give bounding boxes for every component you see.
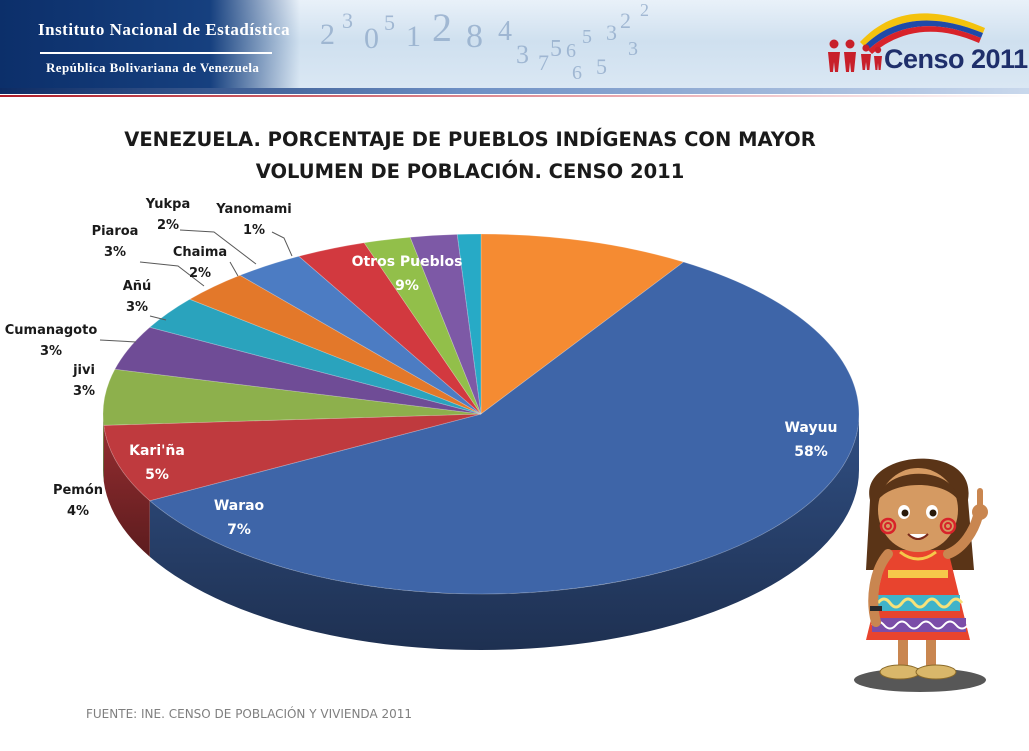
slice-value-kari-na: 5% xyxy=(145,467,169,483)
institute-name: Instituto Nacional de Estadística xyxy=(38,20,291,39)
pie-side-kari-na xyxy=(103,414,104,482)
pie-slice-yukpa xyxy=(409,233,482,415)
decorative-digit: 3 xyxy=(342,8,353,33)
leader-line-anu xyxy=(149,315,167,321)
decorative-digit: 7 xyxy=(538,50,549,75)
pie-slice-pemon xyxy=(114,326,482,415)
slice-label-jivi: jivi xyxy=(72,363,95,378)
slice-label-yukpa: Yukpa xyxy=(145,197,190,212)
pie-slice-yanomami xyxy=(456,233,482,415)
pie-slice-cumanagoto xyxy=(188,274,482,415)
decorative-digit: 5 xyxy=(582,26,592,48)
pie-slice-jivi xyxy=(148,298,482,415)
decorative-digit: 2 xyxy=(640,0,649,20)
pie-slice-wayuu xyxy=(148,261,860,595)
pie-slice-warao xyxy=(103,413,482,502)
slice-value-piaroa: 3% xyxy=(104,245,126,260)
mascot-illustration xyxy=(854,458,988,692)
slice-value-yanomami: 1% xyxy=(243,223,265,238)
leader-line-yanomami xyxy=(271,231,293,257)
pie-sides xyxy=(103,414,859,650)
slice-value-wayuu: 58% xyxy=(794,444,828,460)
slice-label-wayuu: Wayuu xyxy=(784,420,837,436)
slice-label-otros-pueblos: Otros Pueblos xyxy=(352,254,463,270)
institute-divider xyxy=(40,52,272,54)
slice-label-yanomami: Yanomami xyxy=(215,202,292,217)
pie-labels: Otros Pueblos 9% Wayuu 58% Warao 7% Kari'ña 5% P… xyxy=(5,197,838,538)
decorative-digit: 3 xyxy=(606,20,617,45)
leader-line-chaima xyxy=(229,261,239,277)
decorative-digit: 5 xyxy=(384,10,395,35)
decorative-digit: 6 xyxy=(566,40,576,62)
census-logo-text: Censo 2011 xyxy=(884,44,1028,74)
decorative-digit: 0 xyxy=(364,22,379,55)
slice-label-anu: Añú xyxy=(123,279,152,294)
slice-value-anu: 3% xyxy=(126,300,148,315)
institute-country: República Bolivariana de Venezuela xyxy=(46,60,260,75)
census-logo xyxy=(828,13,985,72)
slice-value-otros-pueblos: 9% xyxy=(395,278,419,294)
leader-line-cumanagoto xyxy=(99,339,137,343)
decorative-digit: 4 xyxy=(498,16,512,47)
chart-title-line-1: VENEZUELA. PORCENTAJE DE PUEBLOS INDÍGEN… xyxy=(124,128,816,151)
decorative-digit: 5 xyxy=(596,54,607,79)
decorative-digit: 3 xyxy=(516,40,529,69)
chart-title-line-2: VOLUMEN DE POBLACIÓN. CENSO 2011 xyxy=(255,160,685,183)
slice-value-yukpa: 2% xyxy=(157,218,179,233)
slice-value-chaima: 2% xyxy=(189,266,211,281)
pie-slice-piaroa xyxy=(298,242,482,415)
pie-slice-chaima xyxy=(363,236,482,415)
decorative-digit: 5 xyxy=(550,36,562,62)
slice-label-kari-na: Kari'ña xyxy=(129,443,185,459)
decorative-digit: 1 xyxy=(406,20,421,53)
slice-value-warao: 7% xyxy=(227,522,251,538)
chart-title: VENEZUELA. PORCENTAJE DE PUEBLOS INDÍGEN… xyxy=(100,124,840,188)
slice-value-jivi: 3% xyxy=(73,384,95,399)
pie-slice-kari-na xyxy=(102,368,482,426)
pie-side-warao xyxy=(103,425,150,557)
source-note: FUENTE: INE. CENSO DE POBLACIÓN Y VIVIEN… xyxy=(86,707,413,721)
slice-value-cumanagoto: 3% xyxy=(40,344,62,359)
header-left-panel xyxy=(0,0,300,92)
slice-label-cumanagoto: Cumanagoto xyxy=(5,323,98,338)
pie-side-wayuu xyxy=(149,414,859,650)
decorative-digit: 3 xyxy=(628,38,638,60)
header-rule xyxy=(0,88,1029,94)
pie-top xyxy=(102,233,860,595)
decorative-digit: 2 xyxy=(320,18,335,51)
decorative-digit: 2 xyxy=(432,5,452,50)
leader-line-yukpa xyxy=(179,229,257,265)
slice-label-warao: Warao xyxy=(214,498,265,514)
slice-value-pemon: 4% xyxy=(67,504,89,519)
pie-slice-otros-pueblos xyxy=(480,233,685,415)
decorative-digit: 6 xyxy=(572,62,582,84)
slice-label-pemon: Pemón xyxy=(53,483,103,498)
slice-label-piaroa: Piaroa xyxy=(92,224,139,239)
decorative-digit: 8 xyxy=(466,18,483,55)
leader-line-piaroa xyxy=(139,261,205,287)
decorative-digit: 2 xyxy=(620,8,631,33)
slice-label-chaima: Chaima xyxy=(173,245,227,260)
pie-slice-anu xyxy=(239,255,482,415)
header-rule-accent xyxy=(0,95,1029,97)
